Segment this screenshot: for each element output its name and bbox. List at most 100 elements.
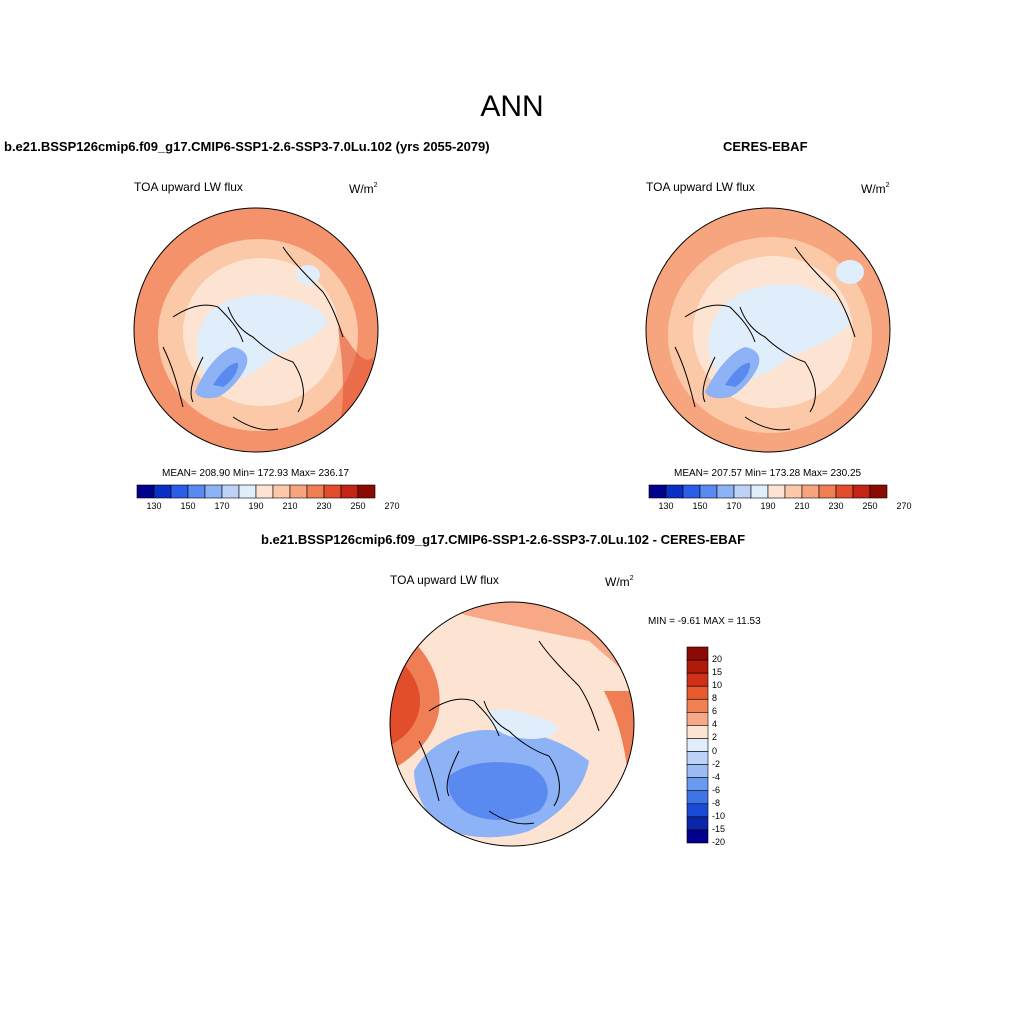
panel3-colorbar-tick-label: 0 <box>712 745 718 756</box>
panel3-colorbar-box <box>686 803 709 818</box>
panel3-colorbar-tick-label: -4 <box>712 771 721 782</box>
panel3-colorbar-box <box>686 751 709 765</box>
panel2-colorbar-tick-label: 270 <box>896 501 912 511</box>
panel3-coastlines <box>418 640 600 825</box>
panel2-colorbar-box <box>699 484 718 499</box>
panel2-colorbar-tick-label: 130 <box>658 501 674 511</box>
panel1-field-greenland-core <box>213 362 239 387</box>
panel1-colorbar-box <box>153 484 172 499</box>
panel1-colorbar-tick-label: 210 <box>282 501 298 511</box>
panel3-colorbar-box <box>686 685 709 700</box>
panel3-colorbar-box <box>686 712 709 726</box>
panel1-colorbar-box <box>357 484 376 499</box>
panel2-title: CERES-EBAF <box>723 139 808 154</box>
panel2-colorbar-box <box>801 484 820 499</box>
panel2-colorbar-box <box>784 484 803 499</box>
panel3-colorbar-tick-label: 2 <box>712 732 718 743</box>
panel3-colorbar <box>686 646 709 844</box>
panel2-colorbar-tick-label: 150 <box>692 501 708 511</box>
panel3-colorbar-tick-label: 10 <box>712 680 723 691</box>
panel3-colorbar-tick-label: 8 <box>712 693 718 704</box>
panel1-colorbar-tick-label: 250 <box>350 501 366 511</box>
panel1-colorbar-tick-label: 150 <box>180 501 196 511</box>
panel2-colorbar-box <box>767 484 786 499</box>
panel2-colorbar-box <box>869 484 888 499</box>
panel3-colorbar-ticks: 20 15 10 8 6 4 2 0 -2 -4 -6 -8 -10 -15 -20 <box>712 647 752 847</box>
panel2-unit-label: W/m2 <box>861 182 890 196</box>
panel2-colorbar-tick-label: 250 <box>862 501 878 511</box>
panel3-colorbar-box <box>686 738 709 752</box>
panel3-colorbar-box <box>686 777 709 792</box>
panel2-colorbar-tick-label: 190 <box>760 501 776 511</box>
panel2-stats: MEAN= 207.57 Min= 173.28 Max= 230.25 <box>674 468 862 479</box>
panel1-title: b.e21.BSSP126cmip6.f09_g17.CMIP6-SSP1-2.… <box>4 139 490 154</box>
panel3-title: b.e21.BSSP126cmip6.f09_g17.CMIP6-SSP1-2.… <box>261 532 746 547</box>
panel2-colorbar-box <box>750 484 769 499</box>
panel3-colorbar-tick-label: 15 <box>712 667 723 678</box>
panel3-colorbar-tick-label: 6 <box>712 706 718 717</box>
panel3-colorbar-tick-label: 20 <box>712 654 723 665</box>
panel1-colorbar-box <box>323 484 342 499</box>
panel2-colorbar-box <box>648 484 667 499</box>
panel2-colorbar-box <box>818 484 837 499</box>
panel2-colorbar-box <box>733 484 752 499</box>
panel3-colorbar-box <box>686 646 709 661</box>
panel1-colorbar-tick-label: 230 <box>316 501 332 511</box>
panel1-stats: MEAN= 208.90 Min= 172.93 Max= 236.17 <box>162 468 350 479</box>
panel1-colorbar-tick-label: 170 <box>214 501 230 511</box>
panel1-colorbar-tick-label: 130 <box>146 501 162 511</box>
panel1-colorbar-box <box>272 484 291 499</box>
panel2-field-greenland-core <box>725 362 751 387</box>
panel3-unit-label: W/m2 <box>605 575 634 589</box>
panel3-field-east-warm <box>604 691 634 846</box>
panel1-unit-label: W/m2 <box>349 182 378 196</box>
panel2-colorbar-tick-label: 210 <box>794 501 810 511</box>
panel1-coastlines <box>162 246 344 431</box>
panel1-polar-map <box>133 207 379 453</box>
panel1-variable-label: TOA upward LW flux <box>134 180 243 194</box>
panel1-colorbar-box <box>340 484 359 499</box>
panel1-colorbar-box <box>255 484 274 499</box>
panel3-variable-label: TOA upward LW flux <box>390 573 499 587</box>
panel2-polar-map <box>645 207 891 453</box>
panel3-map-border <box>389 601 635 847</box>
panel2-variable-label: TOA upward LW flux <box>646 180 755 194</box>
panel1-colorbar-tick-label: 270 <box>384 501 400 511</box>
panel2-field-pacific-patch <box>836 260 864 284</box>
panel3-colorbar-tick-label: -8 <box>712 797 721 808</box>
panel2-map-border <box>645 207 891 453</box>
panel3-colorbar-tick-label: -20 <box>712 837 726 847</box>
panel1-map-border <box>133 207 379 453</box>
panel2-coastlines <box>674 246 856 431</box>
panel1-colorbar-box <box>238 484 257 499</box>
panel1-colorbar <box>136 484 376 499</box>
panel2-colorbar-ticks: 130 150 170 190 210 230 250 270 <box>649 501 911 513</box>
panel1-colorbar-box <box>289 484 308 499</box>
panel3-colorbar-box <box>686 816 709 831</box>
panel3-field-near-zero <box>488 709 559 739</box>
panel2-colorbar-box <box>665 484 684 499</box>
panel2-field-greenland <box>705 347 760 399</box>
panel2-colorbar-tick-label: 170 <box>726 501 742 511</box>
panel1-colorbar-box <box>306 484 325 499</box>
panel1-colorbar-box <box>221 484 240 499</box>
panel3-colorbar-tick-label: -10 <box>712 810 726 821</box>
panel3-colorbar-box <box>686 698 709 713</box>
panel2-colorbar-tick-label: 230 <box>828 501 844 511</box>
panel1-colorbar-box <box>170 484 189 499</box>
panel2-colorbar-box <box>682 484 701 499</box>
panel2-colorbar-box <box>835 484 854 499</box>
panel2-colorbar-box <box>852 484 871 499</box>
panel3-field-cool-core <box>448 762 548 820</box>
panel1-colorbar-tick-label: 190 <box>248 501 264 511</box>
panel3-polar-map <box>389 601 635 847</box>
panel3-colorbar-tick-label: -6 <box>712 784 721 795</box>
panel2-colorbar <box>648 484 888 499</box>
figure-title: ANN <box>480 90 544 123</box>
panel1-colorbar-box <box>136 484 155 499</box>
panel1-colorbar-ticks: 130 150 170 190 210 230 250 270 <box>137 501 399 513</box>
panel2-colorbar-box <box>716 484 735 499</box>
panel3-colorbar-tick-label: -15 <box>712 823 726 834</box>
panel1-colorbar-box <box>187 484 206 499</box>
panel3-stats: MIN = -9.61 MAX = 11.53 <box>648 616 761 627</box>
